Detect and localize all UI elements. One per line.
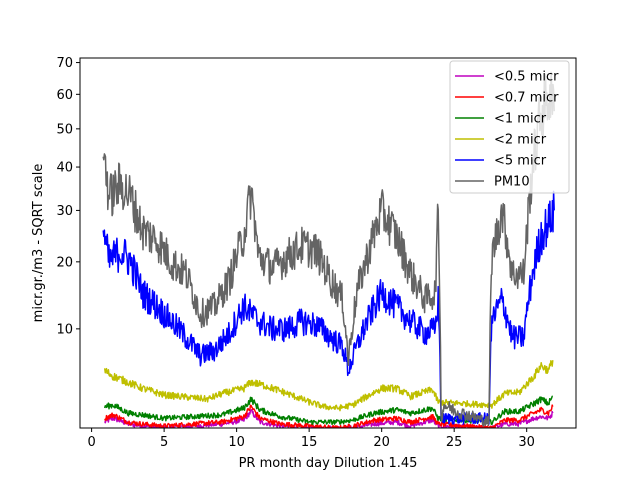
y-tick-label-5: 60: [56, 88, 73, 103]
x-tick-label-2: 10: [228, 435, 245, 450]
series-line-5: [102, 71, 555, 427]
y-tick-label-4: 50: [56, 122, 73, 137]
legend-label-5: PM10: [494, 175, 530, 190]
legend-label-2: <1 micr: [494, 112, 547, 127]
x-axis: 0 5 10 15 20 25 30: [87, 428, 535, 450]
y-tick-label-3: 40: [56, 161, 73, 176]
y-axis-label: micr.gr./m3 - SQRT scale: [31, 164, 46, 323]
series-line-3: [103, 359, 554, 412]
legend: <0.5 micr <0.7 micr <1 micr <2 micr <5 micr P…: [449, 60, 570, 194]
x-tick-label-6: 30: [518, 435, 535, 450]
plot-frame: [79, 57, 577, 429]
legend-label-4: <5 micr: [494, 154, 547, 169]
x-tick-label-1: 5: [160, 435, 168, 450]
legend-label-3: <2 micr: [494, 133, 547, 148]
x-tick-label-3: 15: [301, 435, 318, 450]
legend-label-0: <0.5 micr: [494, 70, 559, 85]
y-tick-label-6: 70: [56, 56, 73, 71]
x-axis-label: PR month day Dilution 1.45: [239, 456, 418, 471]
legend-label-1: <0.7 micr: [494, 91, 559, 106]
y-axis: 10 20 30 40 50 60 70: [56, 56, 80, 337]
x-tick-label-4: 20: [373, 435, 390, 450]
y-tick-label-0: 10: [56, 322, 73, 337]
x-tick-label-0: 0: [87, 435, 95, 450]
y-tick-label-1: 20: [56, 255, 73, 270]
y-tick-label-2: 30: [56, 204, 73, 219]
x-tick-label-5: 25: [446, 435, 463, 450]
